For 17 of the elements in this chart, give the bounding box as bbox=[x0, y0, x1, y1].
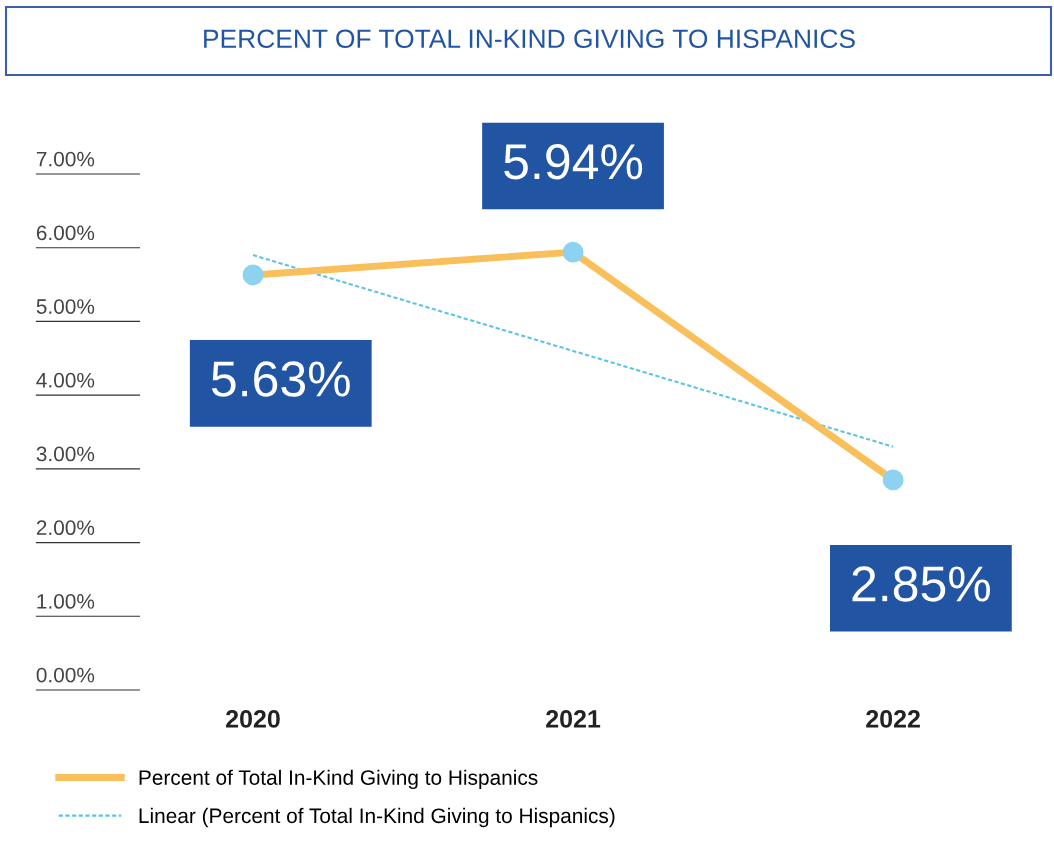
y-tick-label: 6.00% bbox=[36, 225, 95, 241]
chart-title: PERCENT OF TOTAL IN-KIND GIVING TO HISPANICS bbox=[204, 29, 855, 49]
data-label: 5.94% bbox=[504, 144, 643, 180]
data-label: 5.63% bbox=[211, 361, 350, 397]
y-tick-label: 5.00% bbox=[36, 299, 95, 314]
y-tick-label: 7.00% bbox=[36, 151, 95, 167]
y-tick-label: 2.00% bbox=[36, 520, 95, 536]
data-label: 2.85% bbox=[852, 566, 990, 602]
legend-label: Linear (Percent of Total In-Kind Giving to Hispanics) bbox=[139, 807, 615, 828]
legend-label: Percent of Total In-Kind Giving to Hispanics bbox=[139, 769, 538, 790]
y-tick-label: 3.00% bbox=[36, 446, 95, 462]
y-tick-label: 4.00% bbox=[36, 372, 95, 388]
x-tick-label: 2020 bbox=[226, 710, 280, 728]
x-tick-label: 2022 bbox=[866, 710, 920, 728]
y-tick-label: 0.00% bbox=[36, 667, 95, 683]
x-tick-label: 2021 bbox=[546, 710, 601, 728]
y-tick-label: 1.00% bbox=[37, 594, 95, 609]
